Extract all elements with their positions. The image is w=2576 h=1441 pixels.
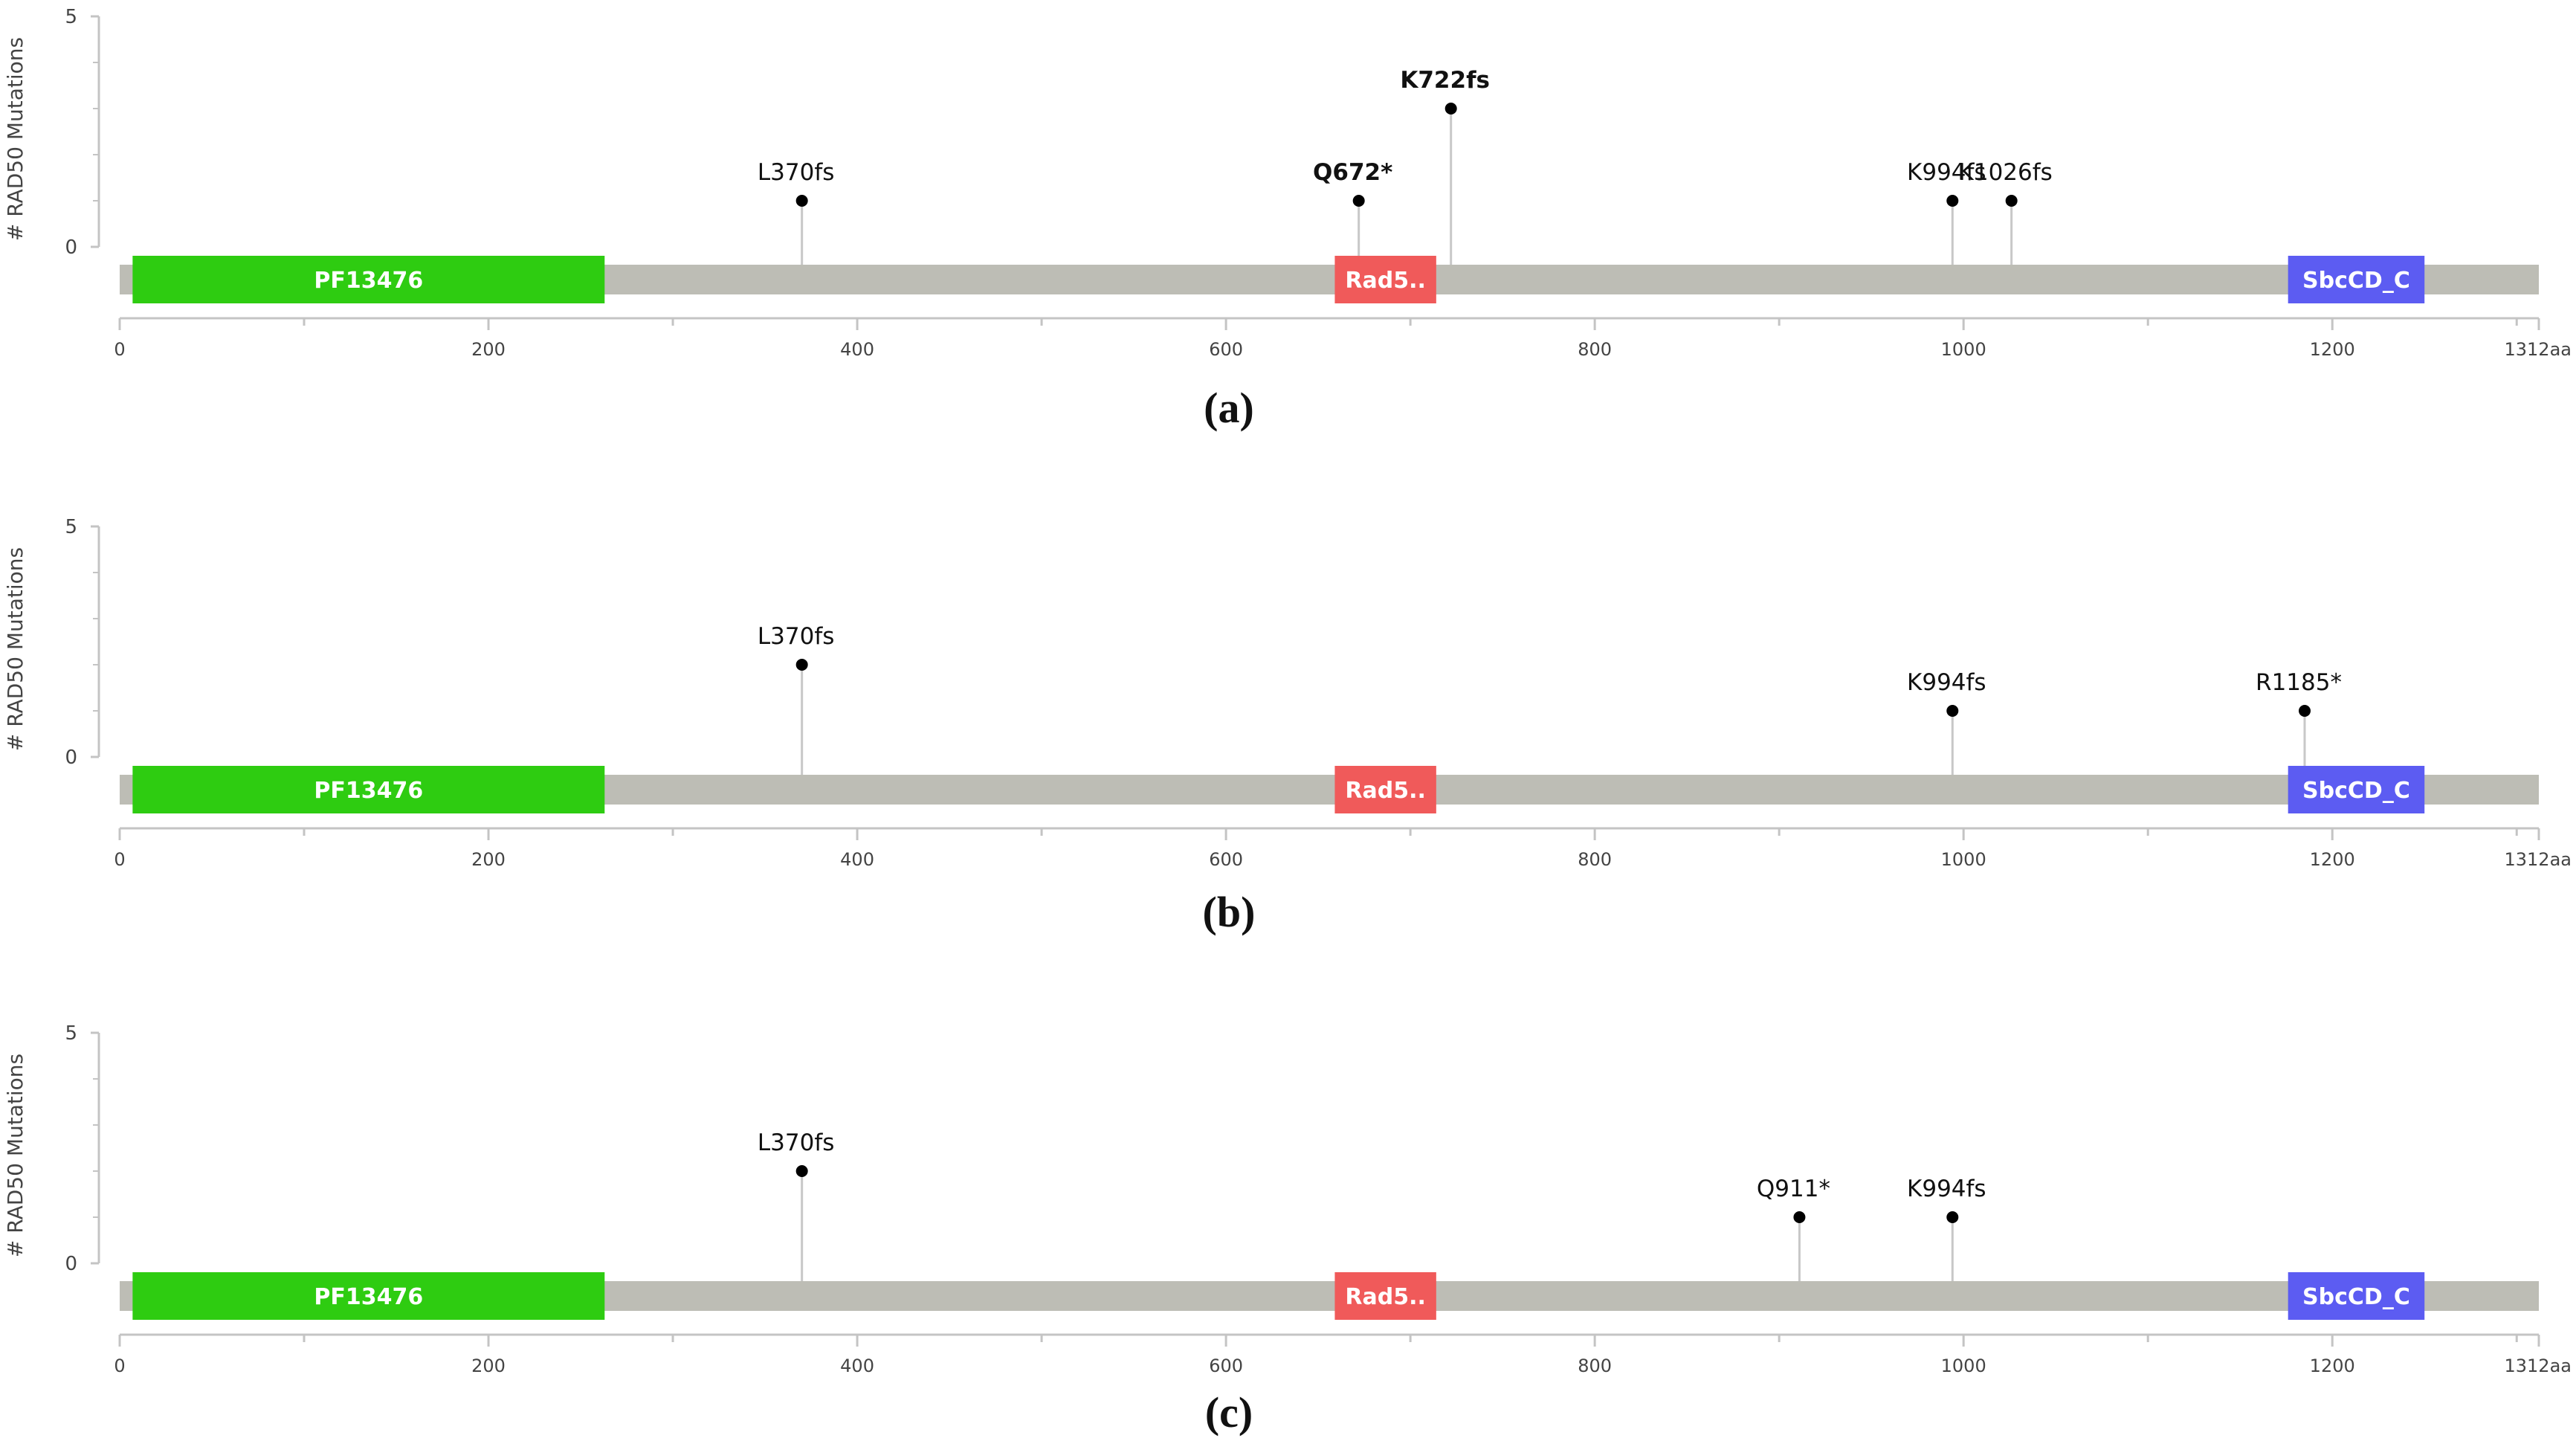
domain-a-pf13476 xyxy=(132,256,605,303)
domain-a-sbccdc xyxy=(2288,256,2425,303)
mutation-point-c-l370fs xyxy=(795,1165,808,1177)
panel-caption-c: (c) xyxy=(1204,1388,1253,1437)
x-tick-label-b-0: 0 xyxy=(114,849,125,870)
x-tick-label-c-0: 0 xyxy=(114,1355,125,1376)
domain-c-sbccdc xyxy=(2288,1272,2425,1320)
domain-b-rad5 xyxy=(1334,766,1436,813)
y-axis-label-a: # RAD50 Mutations xyxy=(3,37,28,241)
x-tick-label-b-400: 400 xyxy=(840,849,874,870)
y-axis-label-c: # RAD50 Mutations xyxy=(3,1054,28,1257)
x-tick-label-a-1000: 1000 xyxy=(1941,339,1986,360)
x-tick-label-a-600: 600 xyxy=(1209,339,1243,360)
domain-label-c-rad5: Rad5.. xyxy=(1345,1284,1426,1310)
domain-label-b-pf13476: PF13476 xyxy=(314,778,423,804)
domain-label-a-rad5: Rad5.. xyxy=(1345,268,1426,294)
y-axis-label-b: # RAD50 Mutations xyxy=(3,547,28,751)
mutation-label-a-l370fs: L370fs xyxy=(758,159,835,186)
mutation-label-b-r1185: R1185* xyxy=(2256,669,2342,696)
domain-b-sbccdc xyxy=(2288,766,2425,813)
mutation-point-a-q672 xyxy=(1352,195,1365,207)
x-tick-label-c-1200: 1200 xyxy=(2310,1355,2355,1376)
domain-c-pf13476 xyxy=(132,1272,605,1320)
mutation-point-a-k722fs xyxy=(1444,103,1457,115)
mutation-label-c-k994fs: K994fs xyxy=(1907,1176,1986,1202)
mutation-label-a-k722fs: K722fs xyxy=(1400,67,1490,94)
x-tick-label-c-600: 600 xyxy=(1209,1355,1243,1376)
x-tick-label-a-1200: 1200 xyxy=(2310,339,2355,360)
mutation-label-a-k1026fs: K1026fs xyxy=(1959,159,2053,186)
mutation-point-b-l370fs xyxy=(795,659,808,671)
domain-b-pf13476 xyxy=(132,766,605,813)
mutation-point-a-l370fs xyxy=(795,195,808,207)
y-tick-label-a-0: 0 xyxy=(65,236,77,259)
domain-label-c-sbccdc: SbcCD_C xyxy=(2302,1284,2410,1310)
mutation-label-c-l370fs: L370fs xyxy=(758,1129,835,1156)
mutation-point-b-k994fs xyxy=(1946,705,1959,717)
x-end-label-b: 1312aa xyxy=(2505,849,2572,870)
x-tick-label-c-1000: 1000 xyxy=(1941,1355,1986,1376)
y-tick-label-b-0: 0 xyxy=(65,747,77,769)
domain-label-b-rad5: Rad5.. xyxy=(1345,778,1426,804)
y-tick-label-c-5: 5 xyxy=(65,1022,77,1045)
domain-c-rad5 xyxy=(1334,1272,1436,1320)
x-tick-label-b-600: 600 xyxy=(1209,849,1243,870)
x-tick-label-b-1000: 1000 xyxy=(1941,849,1986,870)
x-tick-label-b-200: 200 xyxy=(471,849,506,870)
mutation-label-a-k994fs: K994fs xyxy=(1907,159,1986,186)
y-tick-label-c-0: 0 xyxy=(65,1253,77,1275)
mutation-point-a-k994fs xyxy=(1946,195,1959,207)
y-tick-label-a-5: 5 xyxy=(65,6,77,28)
mutation-label-b-l370fs: L370fs xyxy=(758,623,835,650)
domain-label-a-pf13476: PF13476 xyxy=(314,268,423,294)
x-tick-label-c-200: 200 xyxy=(471,1355,506,1376)
x-tick-label-a-800: 800 xyxy=(1578,339,1612,360)
x-tick-label-c-400: 400 xyxy=(840,1355,874,1376)
y-tick-label-b-5: 5 xyxy=(65,516,77,538)
mutation-point-c-q911 xyxy=(1793,1211,1806,1223)
x-tick-label-c-800: 800 xyxy=(1578,1355,1612,1376)
x-tick-label-a-0: 0 xyxy=(114,339,125,360)
x-tick-label-a-200: 200 xyxy=(471,339,506,360)
domain-label-a-sbccdc: SbcCD_C xyxy=(2302,268,2410,294)
domain-label-c-pf13476: PF13476 xyxy=(314,1284,423,1310)
x-end-label-c: 1312aa xyxy=(2505,1355,2572,1376)
mutation-label-c-q911: Q911* xyxy=(1757,1176,1830,1202)
panel-caption-b: (b) xyxy=(1202,888,1256,936)
mutation-label-b-k994fs: K994fs xyxy=(1907,669,1986,696)
x-end-label-a: 1312aa xyxy=(2505,339,2572,360)
mutation-point-c-k994fs xyxy=(1946,1211,1959,1223)
domain-label-b-sbccdc: SbcCD_C xyxy=(2302,778,2410,804)
domain-a-rad5 xyxy=(1334,256,1436,303)
mutation-point-b-r1185 xyxy=(2299,705,2311,717)
x-tick-label-b-800: 800 xyxy=(1578,849,1612,870)
mutation-label-a-q672: Q672* xyxy=(1313,159,1392,186)
panel-caption-a: (a) xyxy=(1204,384,1254,432)
x-tick-label-a-400: 400 xyxy=(840,339,874,360)
mutation-point-a-k1026fs xyxy=(2005,195,2018,207)
x-tick-label-b-1200: 1200 xyxy=(2310,849,2355,870)
